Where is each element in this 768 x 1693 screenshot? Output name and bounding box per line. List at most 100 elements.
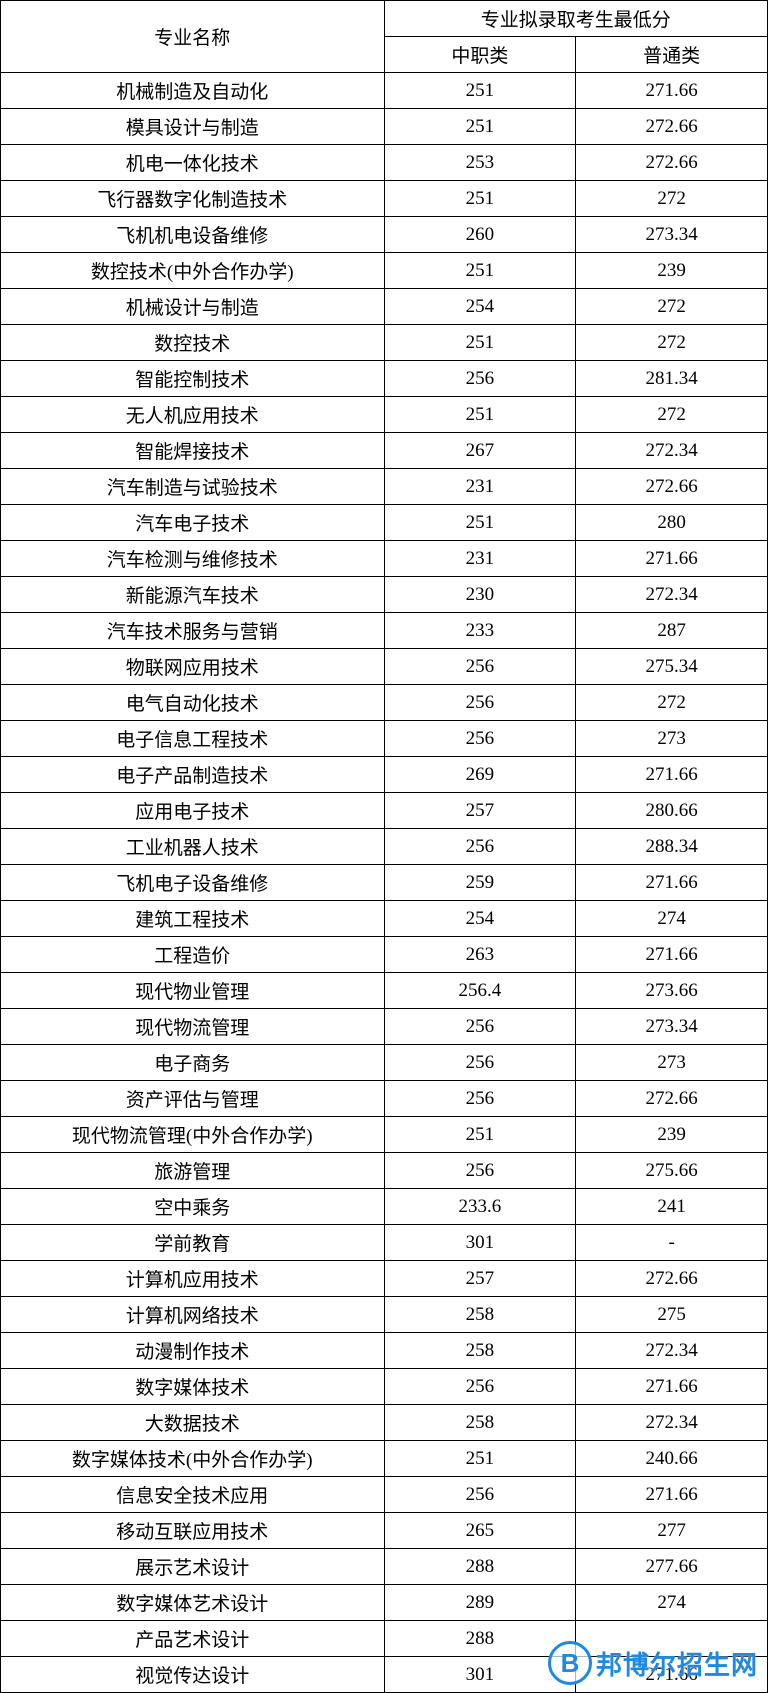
table-row: 数字媒体技术(中外合作办学)251240.66 <box>1 1441 768 1477</box>
cell-vocational: 251 <box>384 253 576 289</box>
table-row: 汽车制造与试验技术231272.66 <box>1 469 768 505</box>
cell-general: 272.66 <box>576 469 768 505</box>
table-row: 汽车技术服务与营销233287 <box>1 613 768 649</box>
cell-major: 现代物业管理 <box>1 973 385 1009</box>
table-row: 智能控制技术256281.34 <box>1 361 768 397</box>
cell-major: 汽车电子技术 <box>1 505 385 541</box>
cell-general: 271.66 <box>576 865 768 901</box>
cell-vocational: 251 <box>384 397 576 433</box>
cell-major: 飞机电子设备维修 <box>1 865 385 901</box>
cell-general: 280.66 <box>576 793 768 829</box>
cell-general: 287 <box>576 613 768 649</box>
cell-major: 现代物流管理 <box>1 1009 385 1045</box>
cell-general: 272 <box>576 397 768 433</box>
cell-general: 275.66 <box>576 1153 768 1189</box>
table-row: 现代物流管理(中外合作办学)251239 <box>1 1117 768 1153</box>
cell-major: 学前教育 <box>1 1225 385 1261</box>
cell-vocational: 230 <box>384 577 576 613</box>
cell-major: 信息安全技术应用 <box>1 1477 385 1513</box>
cell-major: 电气自动化技术 <box>1 685 385 721</box>
cell-major: 展示艺术设计 <box>1 1549 385 1585</box>
cell-general: 271.66 <box>576 937 768 973</box>
cell-general: 271.66 <box>576 1369 768 1405</box>
cell-vocational: 233.6 <box>384 1189 576 1225</box>
admission-score-table: 专业名称 专业拟录取考生最低分 中职类 普通类 机械制造及自动化251271.6… <box>0 0 768 1693</box>
table-row: 信息安全技术应用256271.66 <box>1 1477 768 1513</box>
cell-major: 工程造价 <box>1 937 385 973</box>
cell-general: 273 <box>576 721 768 757</box>
cell-major: 数控技术(中外合作办学) <box>1 253 385 289</box>
cell-general: 272.66 <box>576 145 768 181</box>
table-row: 模具设计与制造251272.66 <box>1 109 768 145</box>
cell-vocational: 258 <box>384 1297 576 1333</box>
cell-vocational: 257 <box>384 793 576 829</box>
cell-vocational: 251 <box>384 1441 576 1477</box>
cell-vocational: 231 <box>384 469 576 505</box>
cell-major: 资产评估与管理 <box>1 1081 385 1117</box>
cell-major: 机械设计与制造 <box>1 289 385 325</box>
cell-general: 271.66 <box>576 757 768 793</box>
cell-major: 汽车制造与试验技术 <box>1 469 385 505</box>
cell-vocational: 231 <box>384 541 576 577</box>
cell-general: 271.66 <box>576 1657 768 1693</box>
cell-major: 汽车技术服务与营销 <box>1 613 385 649</box>
cell-major: 飞行器数字化制造技术 <box>1 181 385 217</box>
cell-general: 273.34 <box>576 1009 768 1045</box>
cell-general <box>576 1621 768 1657</box>
table-row: 新能源汽车技术230272.34 <box>1 577 768 613</box>
cell-vocational: 265 <box>384 1513 576 1549</box>
cell-vocational: 256 <box>384 1153 576 1189</box>
table-row: 工程造价263271.66 <box>1 937 768 973</box>
table-row: 展示艺术设计288277.66 <box>1 1549 768 1585</box>
cell-vocational: 263 <box>384 937 576 973</box>
table-row: 汽车检测与维修技术231271.66 <box>1 541 768 577</box>
cell-vocational: 254 <box>384 289 576 325</box>
cell-general: 272.34 <box>576 433 768 469</box>
cell-major: 电子信息工程技术 <box>1 721 385 757</box>
cell-vocational: 259 <box>384 865 576 901</box>
cell-major: 旅游管理 <box>1 1153 385 1189</box>
table-row: 飞行器数字化制造技术251272 <box>1 181 768 217</box>
table-row: 现代物流管理256273.34 <box>1 1009 768 1045</box>
cell-general: 273 <box>576 1045 768 1081</box>
table-row: 建筑工程技术254274 <box>1 901 768 937</box>
cell-vocational: 258 <box>384 1333 576 1369</box>
table-row: 电子商务256273 <box>1 1045 768 1081</box>
table-row: 移动互联应用技术265277 <box>1 1513 768 1549</box>
table-row: 数控技术251272 <box>1 325 768 361</box>
cell-vocational: 301 <box>384 1657 576 1693</box>
cell-general: 277.66 <box>576 1549 768 1585</box>
cell-vocational: 256 <box>384 685 576 721</box>
cell-general: 272 <box>576 181 768 217</box>
cell-major: 电子产品制造技术 <box>1 757 385 793</box>
table-row: 数控技术(中外合作办学)251239 <box>1 253 768 289</box>
cell-general: 273.34 <box>576 217 768 253</box>
cell-major: 汽车检测与维修技术 <box>1 541 385 577</box>
cell-general: - <box>576 1225 768 1261</box>
cell-general: 271.66 <box>576 1477 768 1513</box>
cell-major: 飞机机电设备维修 <box>1 217 385 253</box>
table-row: 动漫制作技术258272.34 <box>1 1333 768 1369</box>
cell-major: 智能控制技术 <box>1 361 385 397</box>
table-row: 电气自动化技术256272 <box>1 685 768 721</box>
cell-vocational: 251 <box>384 505 576 541</box>
table-row: 数字媒体技术256271.66 <box>1 1369 768 1405</box>
table-row: 现代物业管理256.4273.66 <box>1 973 768 1009</box>
cell-vocational: 256 <box>384 1369 576 1405</box>
cell-vocational: 267 <box>384 433 576 469</box>
cell-major: 机械制造及自动化 <box>1 73 385 109</box>
cell-general: 275 <box>576 1297 768 1333</box>
table-body: 机械制造及自动化251271.66模具设计与制造251272.66机电一体化技术… <box>1 73 768 1693</box>
cell-major: 电子商务 <box>1 1045 385 1081</box>
table-header: 专业名称 专业拟录取考生最低分 中职类 普通类 <box>1 1 768 73</box>
cell-major: 机电一体化技术 <box>1 145 385 181</box>
cell-major: 计算机应用技术 <box>1 1261 385 1297</box>
cell-major: 计算机网络技术 <box>1 1297 385 1333</box>
cell-general: 273.66 <box>576 973 768 1009</box>
cell-general: 239 <box>576 253 768 289</box>
cell-general: 288.34 <box>576 829 768 865</box>
table-row: 视觉传达设计301271.66 <box>1 1657 768 1693</box>
cell-general: 272.34 <box>576 577 768 613</box>
cell-major: 数字媒体技术(中外合作办学) <box>1 1441 385 1477</box>
cell-vocational: 260 <box>384 217 576 253</box>
